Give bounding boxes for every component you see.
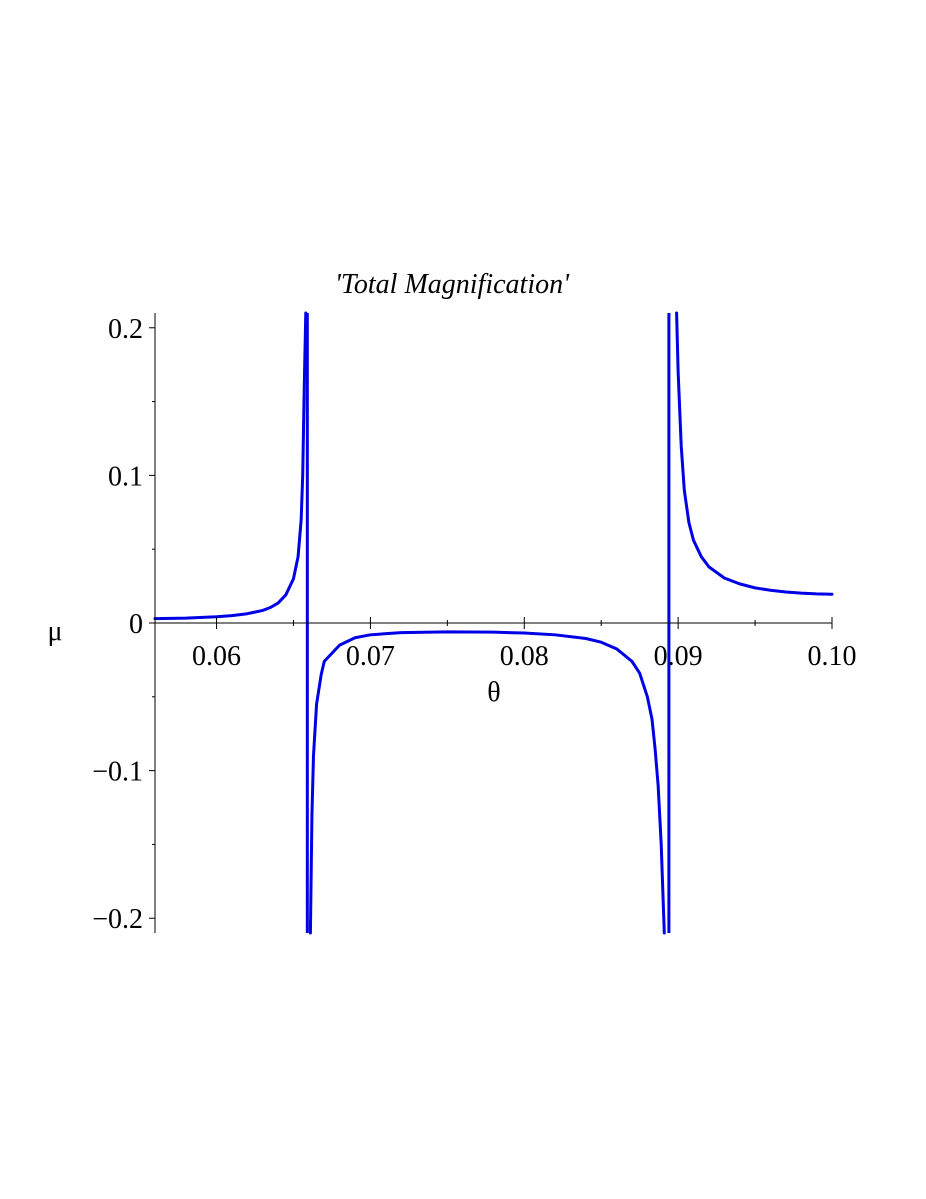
curves [153, 311, 834, 935]
curve-left [153, 311, 308, 621]
y-tick-label: −0.1 [92, 757, 143, 788]
y-tick-label: 0 [129, 609, 143, 640]
x-tick-label: 0.08 [500, 641, 549, 672]
y-tick-label: 0.2 [108, 314, 143, 345]
axes [154, 313, 832, 933]
x-axis-label: θ [487, 677, 500, 708]
y-tick-label: 0.1 [108, 461, 143, 492]
y-axis-label: μ [47, 616, 62, 647]
chart-title: 'Total Magnification' [335, 269, 570, 300]
curve-middle [308, 630, 666, 935]
curve-right [675, 311, 834, 596]
x-tick-label: 0.09 [654, 641, 703, 672]
x-tick-label: 0.06 [192, 641, 241, 672]
y-tick-label: −0.2 [92, 904, 143, 935]
x-tick-label: 0.10 [808, 641, 857, 672]
x-tick-label: 0.07 [346, 641, 395, 672]
ticks: 0.06 0.07 0.08 0.09 0.10 −0.2 −0.1 0 0.1 0.2 [92, 314, 856, 935]
